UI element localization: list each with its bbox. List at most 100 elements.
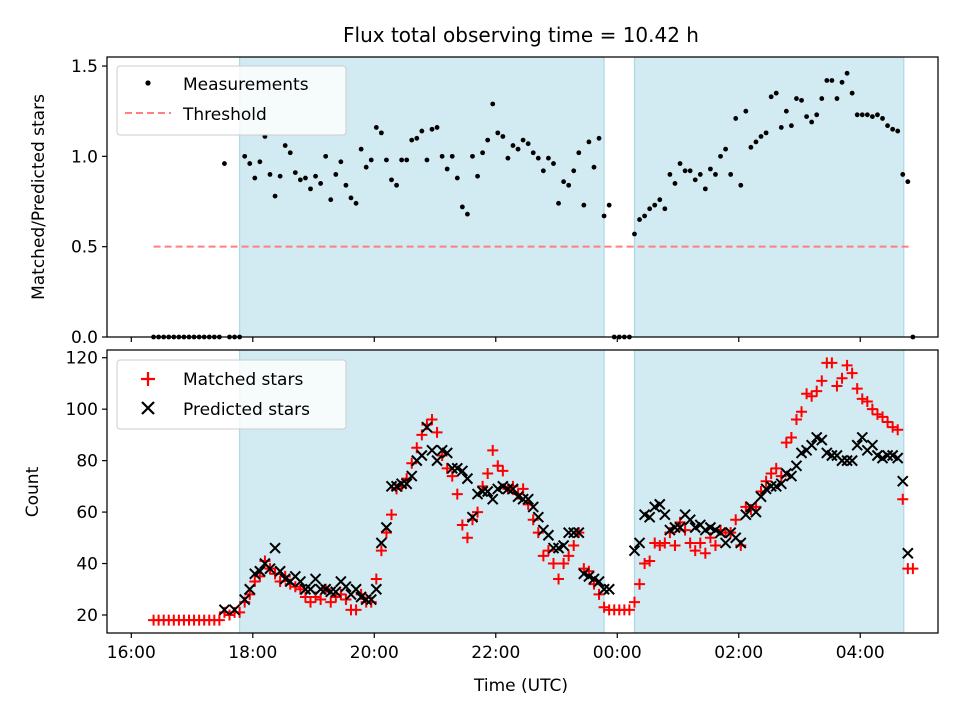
predicted-star-point xyxy=(456,465,469,477)
matched-star-point xyxy=(871,408,883,420)
measurement-point xyxy=(885,123,890,129)
measurement-point xyxy=(470,153,475,159)
predicted-star-point xyxy=(426,444,438,457)
predicted-star-point xyxy=(325,586,337,598)
measurement-point xyxy=(500,134,506,139)
matched-star-point xyxy=(224,609,236,621)
matched-star-point xyxy=(451,488,463,500)
chart-title: Flux total observing time = 10.42 h xyxy=(343,23,699,47)
predicted-star-point xyxy=(881,449,894,462)
predicted-star-point xyxy=(244,583,256,595)
measurement-point xyxy=(804,114,809,120)
measurement-point xyxy=(814,112,820,118)
predicted-star-point xyxy=(628,544,641,557)
matched-star-point xyxy=(669,540,681,552)
measurement-point xyxy=(763,130,769,136)
predicted-star-point xyxy=(573,526,585,539)
matched-star-point xyxy=(785,431,797,443)
predicted-star-point xyxy=(431,454,443,467)
matched-star-point xyxy=(325,596,337,608)
matched-star-point xyxy=(846,367,858,379)
matched-star-point xyxy=(639,558,651,570)
x-tick-label: 00:00 xyxy=(593,643,642,663)
matched-star-point xyxy=(623,604,635,616)
predicted-star-point xyxy=(633,537,646,549)
predicted-star-point xyxy=(274,565,286,577)
predicted-star-point xyxy=(314,583,327,595)
predicted-star-point xyxy=(775,478,787,490)
legend-label-measurements: Measurements xyxy=(183,75,309,95)
predicted-star-point xyxy=(891,452,904,464)
predicted-star-point xyxy=(841,454,853,467)
matched-star-point xyxy=(350,604,362,616)
predicted-star-point xyxy=(507,483,519,495)
measurement-point xyxy=(869,114,875,120)
measurement-point xyxy=(596,135,602,141)
measurement-point xyxy=(809,119,815,125)
predicted-star-point xyxy=(254,565,266,577)
predicted-star-point xyxy=(502,483,514,495)
measurement-point xyxy=(328,197,334,203)
legend-marker-measurements xyxy=(145,80,151,86)
predicted-star-point xyxy=(542,529,555,541)
y-tick-label: 40 xyxy=(76,555,98,575)
predicted-star-point xyxy=(400,478,413,490)
measurement-point xyxy=(702,186,708,192)
measurement-point xyxy=(687,168,693,174)
ratio-panel: 0.0 0.5 1.0 1.5 Matched/Predicted stars Mea… xyxy=(29,56,939,348)
matched-star-point xyxy=(866,403,878,415)
predicted-star-point xyxy=(522,493,534,505)
predicted-star-point xyxy=(330,586,342,598)
measurement-point xyxy=(338,159,344,165)
predicted-star-point xyxy=(238,593,251,606)
x-tick-label: 04:00 xyxy=(836,643,885,663)
y-tick-label: 1.5 xyxy=(71,57,98,77)
matched-star-point xyxy=(649,537,661,549)
matched-star-point xyxy=(709,540,721,552)
matched-star-point xyxy=(456,519,468,531)
predicted-star-point xyxy=(365,593,377,606)
measurement-point xyxy=(475,173,480,179)
matched-star-point xyxy=(877,411,889,423)
matched-star-point xyxy=(699,547,711,559)
measurement-point xyxy=(662,206,668,212)
measurement-point xyxy=(449,153,455,159)
predicted-star-point xyxy=(299,583,312,595)
matched-star-point xyxy=(816,375,828,387)
measurement-point xyxy=(642,213,647,219)
ratio-plot-marks xyxy=(151,70,916,340)
measurement-point xyxy=(677,161,683,166)
matched-star-point xyxy=(385,509,397,521)
matched-star-point xyxy=(628,596,640,608)
matched-star-point xyxy=(593,588,605,600)
matched-star-point xyxy=(694,537,706,549)
x-tick-label: 16:00 xyxy=(107,643,156,663)
measurement-point xyxy=(454,175,460,181)
measurement-point xyxy=(738,182,744,188)
y-tick-label: 120 xyxy=(66,349,98,369)
measurement-point xyxy=(333,172,339,177)
predicted-star-point xyxy=(735,537,747,549)
legend-marker-matched-stars xyxy=(141,372,155,386)
matched-star-point xyxy=(760,475,772,487)
measurement-point xyxy=(368,157,374,163)
y-tick-label: 0.0 xyxy=(71,328,98,348)
measurement-point xyxy=(778,125,784,130)
matched-star-point xyxy=(897,493,909,505)
measurement-point xyxy=(819,96,825,101)
matched-star-point xyxy=(796,406,808,418)
measurement-point xyxy=(515,146,521,152)
matched-star-point xyxy=(431,426,443,438)
count-plot-marks xyxy=(148,357,919,626)
predicted-star-point xyxy=(654,498,666,511)
measurement-point xyxy=(424,157,430,163)
measurement-point xyxy=(601,213,607,219)
predicted-star-point xyxy=(446,462,458,475)
measurement-point xyxy=(373,125,379,130)
legend-marker-predicted-stars xyxy=(141,401,155,415)
measurement-point xyxy=(439,153,445,159)
matched-star-point xyxy=(730,514,742,526)
matched-star-point xyxy=(790,413,802,425)
predicted-star-point xyxy=(269,542,281,554)
measurement-point xyxy=(905,179,911,185)
